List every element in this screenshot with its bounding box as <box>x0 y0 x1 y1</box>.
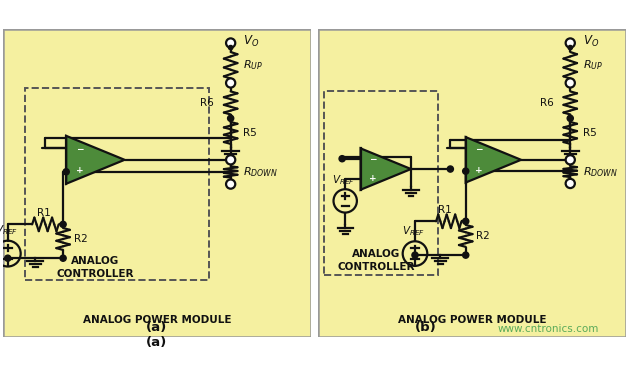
Circle shape <box>60 255 66 261</box>
Circle shape <box>339 156 345 162</box>
Polygon shape <box>466 137 521 182</box>
Text: $R_{DOWN}$: $R_{DOWN}$ <box>583 165 617 179</box>
Circle shape <box>412 252 418 258</box>
Text: $V_O$: $V_O$ <box>243 34 259 49</box>
Text: (b): (b) <box>415 321 437 333</box>
Text: $R_{DOWN}$: $R_{DOWN}$ <box>243 165 278 179</box>
Circle shape <box>568 45 573 50</box>
Circle shape <box>226 179 235 189</box>
Text: ANALOG
CONTROLLER: ANALOG CONTROLLER <box>57 256 134 279</box>
Text: $V_O$: $V_O$ <box>583 34 598 49</box>
Text: ANALOG POWER MODULE: ANALOG POWER MODULE <box>398 315 546 325</box>
Polygon shape <box>360 148 411 190</box>
Circle shape <box>229 45 233 50</box>
Text: −: − <box>369 155 377 164</box>
Circle shape <box>226 155 235 164</box>
Text: ANALOG POWER MODULE: ANALOG POWER MODULE <box>83 315 231 325</box>
Text: −: − <box>475 145 483 154</box>
Text: (a): (a) <box>146 336 168 349</box>
Circle shape <box>227 115 234 121</box>
Circle shape <box>4 255 11 261</box>
Text: R2: R2 <box>476 231 490 241</box>
Circle shape <box>447 166 454 172</box>
Text: $V_{REF}$: $V_{REF}$ <box>402 224 425 238</box>
Text: $R_{UP}$: $R_{UP}$ <box>243 59 263 72</box>
Circle shape <box>462 252 469 258</box>
Text: $R_{UP}$: $R_{UP}$ <box>583 59 603 72</box>
Circle shape <box>462 168 469 174</box>
Text: $V_{REF}$: $V_{REF}$ <box>0 224 18 238</box>
Circle shape <box>63 169 69 175</box>
Text: R1: R1 <box>438 204 452 214</box>
Circle shape <box>566 78 575 87</box>
FancyBboxPatch shape <box>318 29 626 336</box>
Text: R6: R6 <box>200 98 214 108</box>
Text: +: + <box>369 174 377 183</box>
FancyBboxPatch shape <box>3 29 311 336</box>
Text: R5: R5 <box>583 128 597 138</box>
Circle shape <box>566 155 575 164</box>
Text: R5: R5 <box>243 128 256 138</box>
Text: R6: R6 <box>539 98 553 108</box>
Text: −: − <box>76 144 84 154</box>
Text: R1: R1 <box>37 208 51 218</box>
Text: $V_{REF}$: $V_{REF}$ <box>332 173 355 187</box>
Text: (a): (a) <box>146 321 168 333</box>
Circle shape <box>462 218 469 224</box>
Circle shape <box>566 179 575 188</box>
Text: ANALOG
CONTROLLER: ANALOG CONTROLLER <box>338 249 415 271</box>
Text: www.cntronics.com: www.cntronics.com <box>498 323 599 333</box>
Circle shape <box>226 78 235 87</box>
Circle shape <box>566 38 575 48</box>
Circle shape <box>226 38 235 48</box>
Text: R2: R2 <box>74 234 88 244</box>
Text: +: + <box>475 166 483 174</box>
Text: +: + <box>76 166 84 175</box>
Circle shape <box>60 221 66 228</box>
Circle shape <box>567 115 573 121</box>
Polygon shape <box>66 136 125 184</box>
